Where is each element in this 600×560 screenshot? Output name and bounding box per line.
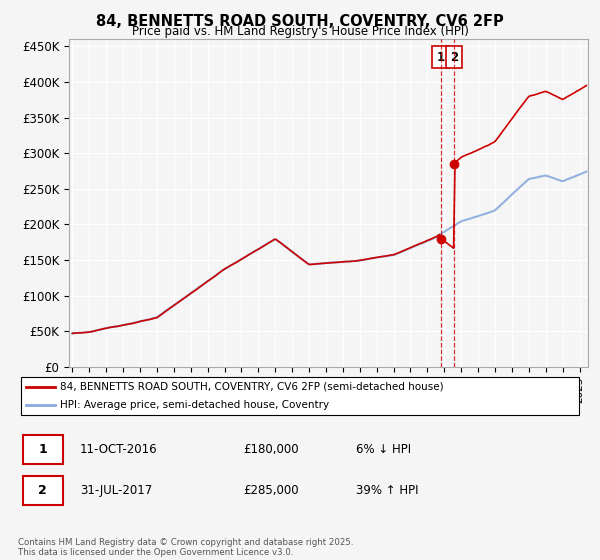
Text: 6% ↓ HPI: 6% ↓ HPI (356, 443, 412, 456)
Text: 39% ↑ HPI: 39% ↑ HPI (356, 484, 419, 497)
FancyBboxPatch shape (23, 435, 63, 464)
Text: 1: 1 (38, 443, 47, 456)
Text: Contains HM Land Registry data © Crown copyright and database right 2025.
This d: Contains HM Land Registry data © Crown c… (18, 538, 353, 557)
Text: £285,000: £285,000 (244, 484, 299, 497)
Text: 11-OCT-2016: 11-OCT-2016 (80, 443, 158, 456)
Text: 1: 1 (437, 50, 445, 63)
Text: Price paid vs. HM Land Registry's House Price Index (HPI): Price paid vs. HM Land Registry's House … (131, 25, 469, 38)
Text: 84, BENNETTS ROAD SOUTH, COVENTRY, CV6 2FP: 84, BENNETTS ROAD SOUTH, COVENTRY, CV6 2… (96, 14, 504, 29)
Text: £180,000: £180,000 (244, 443, 299, 456)
Text: 2: 2 (450, 50, 458, 63)
Text: 2: 2 (38, 484, 47, 497)
Text: 31-JUL-2017: 31-JUL-2017 (80, 484, 152, 497)
FancyBboxPatch shape (21, 377, 579, 415)
Text: HPI: Average price, semi-detached house, Coventry: HPI: Average price, semi-detached house,… (60, 400, 329, 410)
Text: 84, BENNETTS ROAD SOUTH, COVENTRY, CV6 2FP (semi-detached house): 84, BENNETTS ROAD SOUTH, COVENTRY, CV6 2… (60, 382, 444, 392)
FancyBboxPatch shape (23, 476, 63, 505)
